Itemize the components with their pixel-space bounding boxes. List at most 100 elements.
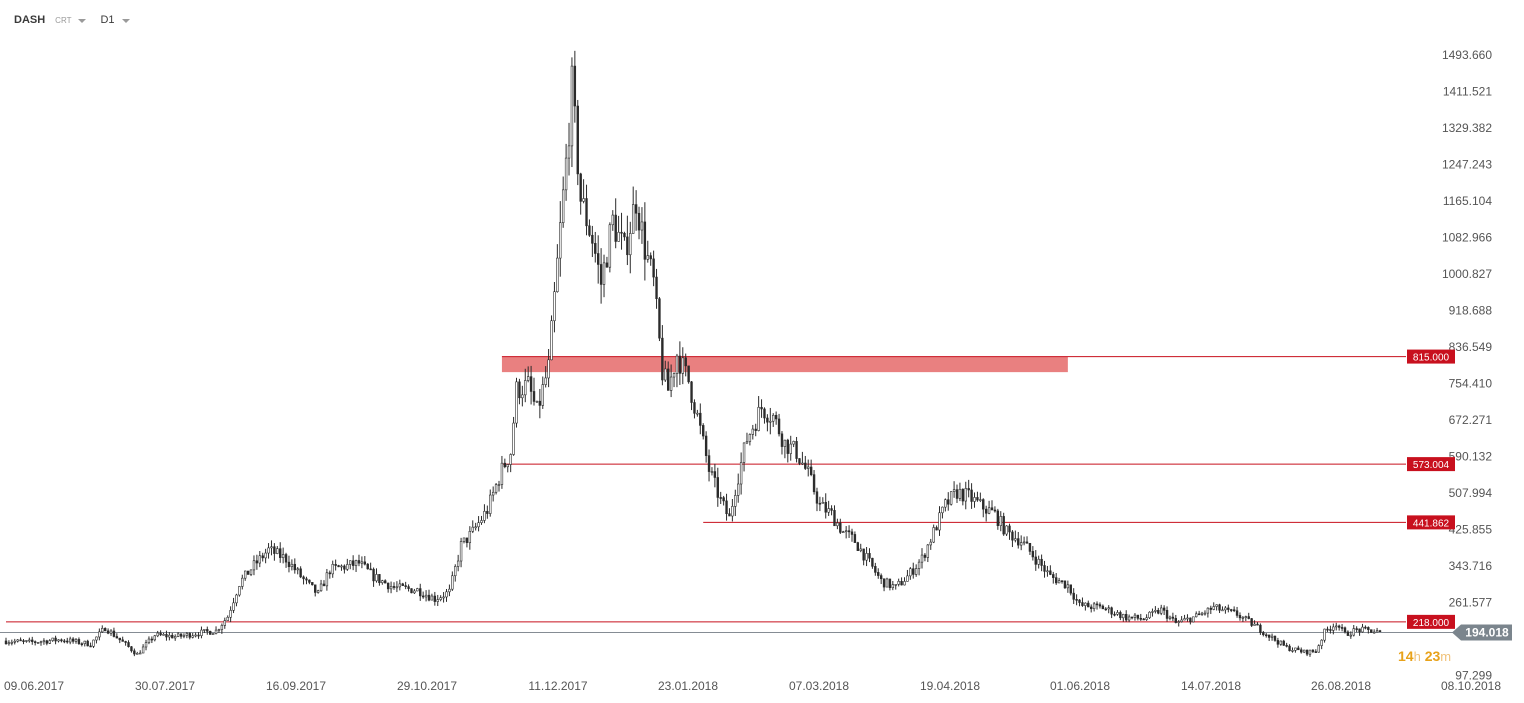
candle [637,206,641,240]
candle [737,473,740,503]
current-price-tag: 194.018 [1452,624,1512,641]
candle [824,493,827,519]
candle [993,506,997,513]
candle [987,500,991,515]
candle [136,651,139,655]
candle [1349,631,1353,639]
candle [716,467,719,507]
timeframe-selector[interactable]: D1 [100,14,115,26]
candle [678,341,682,385]
candle [1002,512,1005,536]
candle [839,518,842,534]
candle [343,564,346,574]
candle [179,633,183,639]
candle [392,582,396,590]
candle [185,632,189,639]
candle [235,593,238,607]
instrument-type-label[interactable]: CRT [55,15,72,25]
candle [550,315,553,361]
candle [1168,615,1172,621]
candle [582,179,585,204]
candle [579,172,582,215]
candle [322,580,326,587]
candle [109,629,113,636]
candle [1308,649,1312,657]
candle [130,646,133,653]
candle [879,573,883,585]
candle [602,254,606,298]
candle [1046,565,1049,577]
candle [284,552,288,568]
candle [629,221,632,274]
candle [1084,602,1087,611]
x-tick-label: 29.10.2017 [397,679,457,693]
candle [1186,614,1189,622]
candle [1025,536,1029,544]
candle [967,479,970,498]
candle [859,543,862,553]
candle [745,432,749,445]
candle [1008,523,1011,540]
candle [80,642,84,647]
candle [853,531,857,543]
candle [570,57,574,168]
candle [424,590,428,602]
candle [617,215,620,242]
candle [439,595,442,602]
candle [1256,622,1259,626]
y-axis: 1493.660 1411.521 1329.382 1247.243 1165.104… [1442,48,1492,682]
candle [165,630,168,641]
x-tick-label: 16.09.2017 [266,679,326,693]
y-tick-label: 590.132 [1449,449,1493,463]
candle [1259,623,1262,635]
candle [687,365,690,384]
candle [13,638,16,645]
x-tick-label: 01.06.2018 [1050,679,1110,693]
candle [1230,608,1233,613]
chevron-down-icon[interactable] [121,19,130,23]
candle [515,377,518,428]
candle [512,416,515,456]
candle [961,488,965,506]
candle [416,587,419,592]
candle [118,637,121,644]
candle [497,480,501,492]
candle [909,567,912,580]
candle [1346,630,1350,636]
candle [1247,612,1250,620]
candle [1244,615,1248,621]
candle [16,639,19,643]
countdown-hours: 14 [1398,648,1414,664]
candle [48,639,51,645]
candle [1049,565,1052,576]
chevron-down-icon[interactable] [78,19,87,23]
candle [865,546,868,567]
candle [818,496,822,512]
candle [328,570,332,579]
candle [144,639,148,651]
candle [559,201,562,277]
candle [842,530,845,533]
candle [786,438,790,463]
candle [22,639,25,645]
candle [620,212,623,250]
level-tag-label: 218.000 [1413,618,1450,629]
symbol-label[interactable]: DASH [14,14,46,26]
candle [45,639,49,646]
candle [1060,580,1064,584]
candle [1031,546,1035,561]
candle [532,377,536,406]
candle [1335,622,1338,631]
candle [809,459,813,477]
candle [357,554,361,567]
candle [413,588,416,594]
x-axis: 09.06.2017 30.07.2017 16.09.2017 29.10.2017… [4,679,1501,693]
candle [1011,530,1014,548]
candle [1054,573,1058,585]
candle [410,588,413,594]
candle [1057,577,1061,584]
candle [1367,626,1370,634]
candle [36,641,40,644]
candle [1282,639,1285,646]
